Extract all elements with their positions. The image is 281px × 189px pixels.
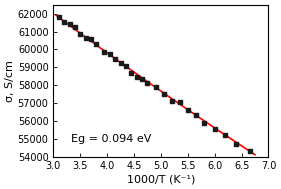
Point (161, 93, 166, 96)
Point (62, 20, 66, 23)
Point (212, 127, 217, 130)
X-axis label: 1000/T (K⁻¹): 1000/T (K⁻¹) (127, 174, 195, 184)
Point (129, 71, 133, 74)
Point (83, 36, 88, 39)
Y-axis label: σ, S/cm: σ, S/cm (5, 60, 15, 102)
Point (113, 58, 117, 61)
Point (185, 108, 190, 112)
Point (124, 65, 128, 68)
Point (145, 82, 150, 85)
Point (102, 50, 107, 53)
Point (153, 85, 158, 88)
Point (169, 99, 174, 102)
Point (78, 32, 83, 35)
Point (94, 43, 99, 46)
Point (223, 133, 228, 136)
Point (67, 23, 72, 26)
Text: Eg = 0.094 eV: Eg = 0.094 eV (71, 134, 151, 144)
Point (89, 37, 93, 40)
Point (140, 77, 144, 80)
Point (178, 101, 182, 104)
Point (202, 121, 206, 124)
Point (118, 62, 123, 65)
Point (247, 149, 252, 152)
Point (56, 15, 61, 18)
Point (108, 53, 112, 56)
Point (72, 26, 77, 29)
Point (234, 143, 239, 146)
Point (194, 114, 198, 117)
Point (135, 75, 139, 78)
